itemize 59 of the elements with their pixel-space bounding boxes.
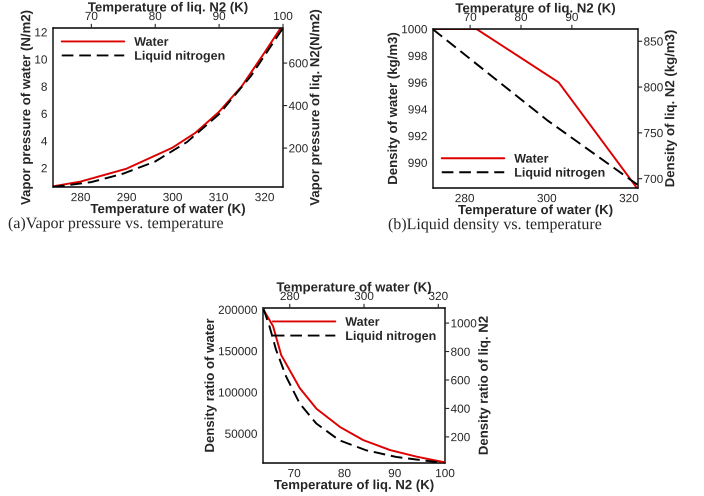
legend-label: Liquid nitrogen bbox=[515, 168, 604, 180]
y-tick-label: 990 bbox=[408, 158, 427, 168]
x-tick-label: 300 bbox=[163, 192, 182, 202]
y2-axis-title: Density ratio of liq. N2 bbox=[478, 316, 491, 454]
y-tick-label: 100000 bbox=[218, 388, 257, 397]
x-tick-label: 290 bbox=[117, 192, 136, 202]
x2-tick-label: 320 bbox=[428, 292, 448, 300]
y2-tick-label: 400 bbox=[450, 404, 470, 413]
x-tick-label: 320 bbox=[620, 194, 638, 202]
text: (a)Vapor pressure vs. temperature bbox=[8, 217, 223, 232]
x-tick-label: 310 bbox=[209, 192, 228, 202]
legend-label: Liquid nitrogen bbox=[135, 50, 224, 62]
y-tick-label: 750 bbox=[644, 128, 663, 138]
y-tick-label: 700 bbox=[644, 174, 663, 184]
legend-label: Liquid nitrogen bbox=[346, 330, 436, 343]
y-tick-label: 600 bbox=[289, 59, 308, 68]
legend-label: Water bbox=[514, 154, 548, 163]
x-axis-title: Temperature of water (K) bbox=[90, 204, 245, 216]
y-tick-label: 850 bbox=[644, 37, 663, 46]
y-axis-title: Vapor pressure of water (N/m2) bbox=[20, 10, 33, 205]
y2-tick-label: 200 bbox=[451, 432, 470, 442]
y-tick-label: 4 bbox=[41, 136, 48, 146]
x-tick-label: 100 bbox=[274, 12, 292, 20]
y-tick-label: 992 bbox=[408, 132, 427, 140]
y-axis-title: Density of liq. N2 (kg/m3) bbox=[664, 30, 677, 186]
legend-label: Water bbox=[134, 37, 168, 46]
x-axis-title: Temperature of water (K) bbox=[458, 204, 612, 217]
y-tick-label: 200000 bbox=[218, 306, 257, 314]
y-tick-label: 150000 bbox=[218, 346, 257, 356]
y-tick-label: 50000 bbox=[225, 430, 257, 438]
y-axis-title: Vapor pressure of liq. N2(N/m2) bbox=[310, 10, 322, 206]
x-tick-label: 300 bbox=[537, 194, 556, 202]
y-tick-label: 6 bbox=[41, 110, 47, 118]
y-tick-label: 994 bbox=[408, 105, 428, 114]
x-tick-label: 70 bbox=[288, 468, 300, 478]
x-tick-label: 280 bbox=[71, 192, 90, 202]
y-tick-label: 12 bbox=[35, 28, 47, 36]
x-tick-label: 280 bbox=[455, 194, 474, 202]
y-axis-title: Density of water (kg/m3) bbox=[387, 32, 400, 184]
y-tick-label: 400 bbox=[288, 102, 308, 110]
legend-label: Water bbox=[345, 317, 380, 326]
y-tick-label: 2 bbox=[41, 164, 47, 172]
y2-tick-label: 600 bbox=[451, 376, 470, 384]
y-tick-label: 200 bbox=[289, 144, 308, 152]
text: (b)Liquid density vs. temperature bbox=[388, 218, 602, 233]
x-tick-label: 90 bbox=[388, 468, 401, 478]
x-tick-label: 100 bbox=[436, 468, 454, 478]
y-tick-label: 1000 bbox=[402, 25, 427, 34]
y-tick-label: 998 bbox=[408, 52, 427, 60]
y-tick-label: 996 bbox=[408, 78, 427, 87]
x-axis-title: Temperature of liq. N2 (K) bbox=[274, 480, 434, 492]
y-tick-label: 8 bbox=[41, 82, 47, 91]
y-axis-title: Density ratio of water bbox=[204, 318, 217, 452]
x-tick-label: 320 bbox=[255, 192, 274, 202]
y-tick-label: 10 bbox=[35, 55, 47, 64]
y2-tick-label: 1000 bbox=[451, 319, 476, 328]
x-tick-label: 80 bbox=[338, 468, 351, 478]
y-tick-label: 800 bbox=[644, 83, 663, 92]
y2-tick-label: 800 bbox=[451, 348, 470, 356]
